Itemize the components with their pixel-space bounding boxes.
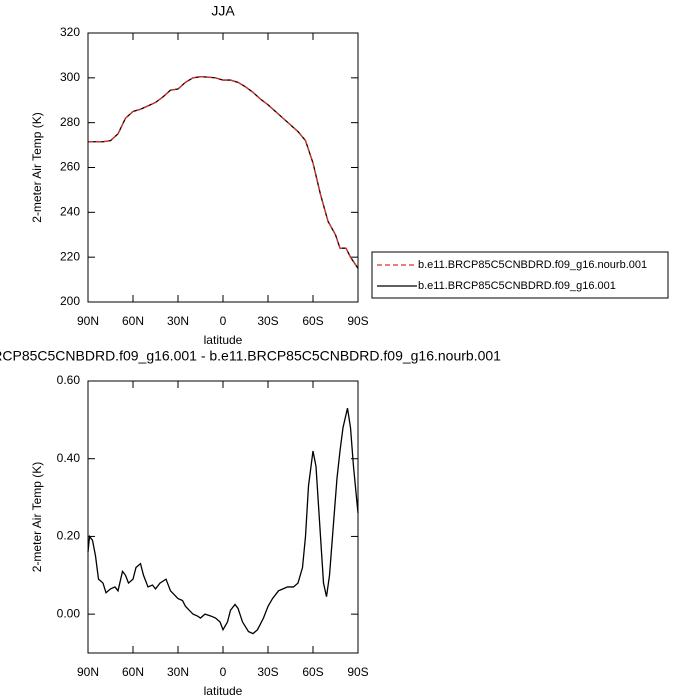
y-axis-label: 2-meter Air Temp (K): [30, 112, 44, 222]
y-tick-label: 0.20: [57, 529, 81, 543]
x-tick-label: 30S: [257, 665, 278, 679]
y-tick-label: 280: [60, 115, 80, 129]
y-tick-label: 300: [60, 70, 80, 84]
legend-label: b.e11.BRCP85C5CNBDRD.f09_g16.001: [418, 280, 616, 292]
plot-frame: [87, 380, 359, 654]
chart-title: b.e11.BRCP85C5CNBDRD.f09_g16.001 - b.e11…: [0, 348, 501, 364]
y-tick-label: 0.40: [57, 451, 81, 465]
x-tick-label: 60S: [302, 314, 323, 328]
plot-frame: [87, 32, 359, 303]
x-axis-label: latitude: [204, 684, 243, 698]
data-line: [87, 408, 359, 635]
y-tick-label: 0.60: [57, 373, 81, 387]
x-axis-label: latitude: [204, 333, 243, 347]
legend-box: [371, 251, 669, 299]
legend-label: b.e11.BRCP85C5CNBDRD.f09_g16.nourb.001: [418, 259, 647, 271]
x-tick-label: 0: [220, 665, 227, 679]
y-axis-label: 2-meter Air Temp (K): [30, 462, 44, 572]
x-tick-label: 90S: [347, 665, 368, 679]
y-tick-label: 240: [60, 205, 80, 219]
x-tick-label: 60N: [122, 665, 144, 679]
x-tick-label: 90N: [77, 665, 99, 679]
chart-title: JJA: [211, 3, 235, 19]
x-tick-label: 60S: [302, 665, 323, 679]
x-tick-label: 30N: [167, 665, 189, 679]
y-tick-label: 260: [60, 160, 80, 174]
x-tick-label: 90S: [347, 314, 368, 328]
x-tick-label: 30S: [257, 314, 278, 328]
x-tick-label: 90N: [77, 314, 99, 328]
x-tick-label: 30N: [167, 314, 189, 328]
y-tick-label: 220: [60, 249, 80, 263]
x-tick-label: 60N: [122, 314, 144, 328]
x-tick-label: 0: [220, 314, 227, 328]
data-line: [88, 76, 359, 269]
y-tick-label: 0.00: [57, 606, 81, 620]
y-tick-label: 320: [60, 25, 80, 39]
y-tick-label: 200: [60, 294, 80, 308]
data-line: [88, 76, 359, 269]
